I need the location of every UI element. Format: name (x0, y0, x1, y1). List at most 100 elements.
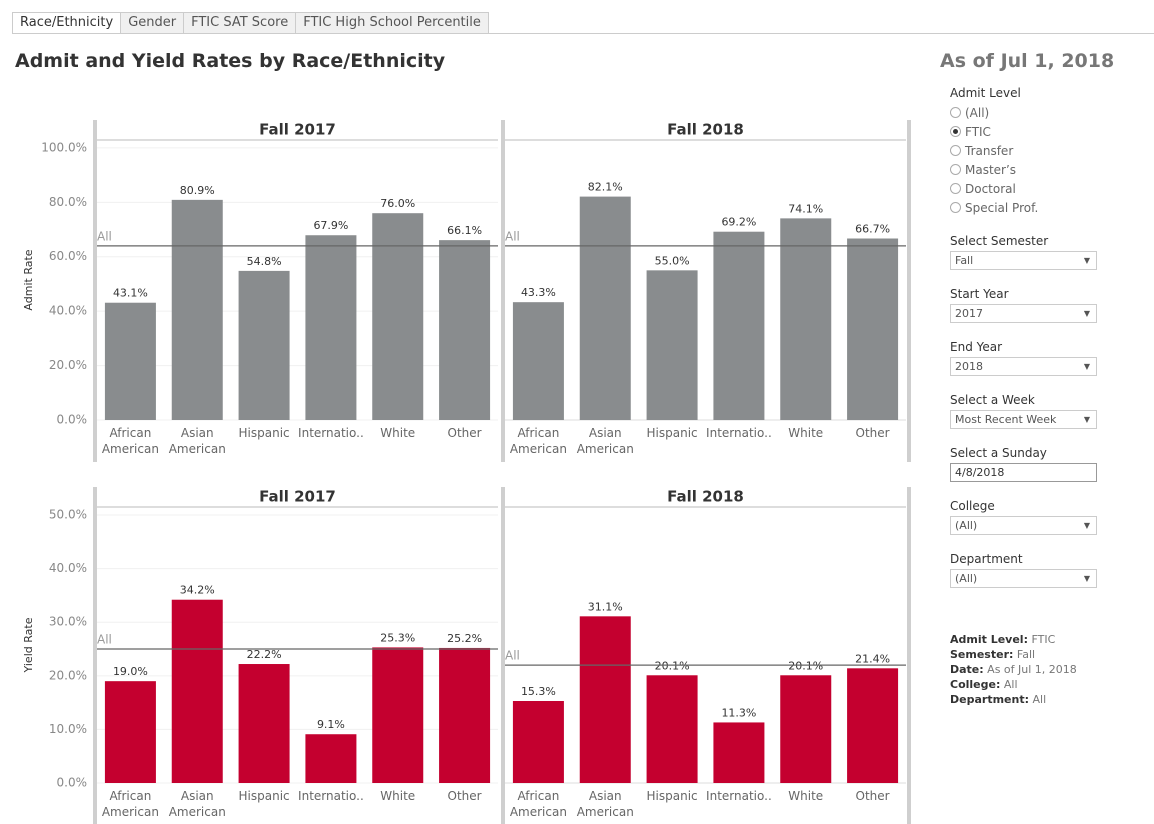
bar (439, 647, 491, 783)
dropdown-arrow[interactable]: ▼ (1083, 521, 1090, 530)
dropdown-arrow[interactable]: ▼ (1083, 415, 1090, 424)
filter-value: (All) (955, 572, 978, 585)
value-label: 74.1% (788, 202, 823, 215)
x-tick-label: African American (509, 789, 567, 819)
value-label: 25.3% (380, 631, 415, 644)
reference-label: All (505, 229, 520, 243)
filter-label: Select a Week (950, 393, 1035, 407)
value-label: 55.0% (655, 254, 690, 267)
radio-button[interactable] (950, 145, 961, 156)
bar (579, 196, 631, 420)
dropdown[interactable]: Most Recent Week ▼ (950, 410, 1097, 429)
dropdown[interactable]: 2017 ▼ (950, 304, 1097, 323)
bar (305, 734, 357, 783)
bar (780, 675, 832, 783)
tab[interactable]: Race/Ethnicity (12, 12, 122, 34)
value-label: 21.4% (855, 652, 890, 665)
value-label: 22.2% (247, 648, 282, 661)
filter: End Year 2018 ▼ (950, 340, 1097, 376)
radio-option[interactable]: Special Prof. (950, 198, 1097, 217)
radio-label: (All) (965, 105, 990, 120)
radio-button[interactable] (950, 164, 961, 175)
filter-value: 2018 (955, 360, 983, 373)
summary-label: College: (950, 678, 1001, 691)
filter-label: Admit Level (950, 86, 1021, 100)
bar (646, 675, 698, 783)
dropdown-arrow[interactable]: ▼ (1083, 309, 1090, 318)
y-tick-label: 40.0% (49, 561, 87, 575)
value-label: 11.3% (721, 706, 756, 719)
bar (104, 302, 156, 420)
value-label: 66.1% (447, 224, 482, 237)
dropdown-arrow[interactable]: ▼ (1083, 362, 1090, 371)
y-tick-label: 80.0% (49, 195, 87, 209)
dropdown[interactable]: (All) ▼ (950, 569, 1097, 588)
x-tick-label: Hispanic (238, 789, 290, 803)
value-label: 54.8% (247, 255, 282, 268)
reference-label: All (97, 633, 112, 647)
radio-option[interactable]: Doctoral (950, 179, 1097, 198)
radio-label: Doctoral (965, 181, 1016, 196)
value-label: 31.1% (588, 600, 623, 613)
radio-button[interactable] (950, 126, 961, 137)
x-tick-label: Other (447, 426, 482, 440)
radio-label: Transfer (965, 143, 1014, 158)
tab[interactable]: FTIC SAT Score (183, 12, 297, 34)
filter-value: 4/8/2018 (955, 466, 1005, 479)
panel-title: Fall 2017 (259, 121, 336, 139)
x-tick-label: Asian American (576, 789, 634, 819)
filter: Select a Week Most Recent Week ▼ (950, 393, 1097, 429)
dropdown[interactable]: Fall ▼ (950, 251, 1097, 270)
bar (512, 701, 564, 783)
dropdown-arrow[interactable]: ▼ (1083, 574, 1090, 583)
dropdown[interactable]: (All) ▼ (950, 516, 1097, 535)
x-tick-label: African American (509, 426, 567, 456)
x-tick-label: Asian American (576, 426, 634, 456)
x-tick-label: White (380, 789, 416, 803)
y-axis-label: Admit Rate (22, 249, 35, 310)
radio-option[interactable]: Transfer (950, 141, 1097, 160)
bar (171, 199, 223, 420)
filter-label: Start Year (950, 287, 1009, 301)
panel-separator (907, 120, 911, 462)
filter-label: Select Semester (950, 234, 1049, 248)
summary-line: Department: All (950, 692, 1077, 707)
x-tick-label: White (788, 789, 824, 803)
y-tick-label: 30.0% (49, 615, 87, 629)
text-input[interactable]: 4/8/2018 (950, 463, 1097, 482)
dropdown-arrow[interactable]: ▼ (1083, 256, 1090, 265)
filter-value: Most Recent Week (955, 413, 1057, 426)
radio-option[interactable]: (All) (950, 103, 1097, 122)
x-tick-label: Other (447, 789, 482, 803)
x-tick-label: Hispanic (646, 426, 698, 440)
filter: Select a Sunday 4/8/2018 (950, 446, 1097, 482)
x-tick-label: Internatio.. (298, 426, 364, 440)
summary-value: All (1032, 693, 1047, 706)
radio-button[interactable] (950, 183, 961, 194)
bar (238, 270, 290, 420)
summary-label: Department: (950, 693, 1029, 706)
radio-option[interactable]: FTIC (950, 122, 1097, 141)
y-tick-label: 40.0% (49, 304, 87, 318)
radio-option[interactable]: Master’s (950, 160, 1097, 179)
filter: College (All) ▼ (950, 499, 1097, 535)
summary-value: Fall (1016, 648, 1036, 661)
value-label: 69.2% (721, 216, 756, 229)
y-tick-label: 50.0% (49, 508, 87, 522)
panel-title: Fall 2017 (259, 488, 336, 506)
bar (646, 270, 698, 420)
filter-label: End Year (950, 340, 1003, 354)
y-axis-label: Yield Rate (22, 617, 35, 673)
radio-button[interactable] (950, 107, 961, 118)
x-tick-label: Hispanic (646, 789, 698, 803)
dropdown[interactable]: 2018 ▼ (950, 357, 1097, 376)
bar (512, 302, 564, 420)
panel-title: Fall 2018 (667, 488, 744, 506)
summary-value: FTIC (1031, 633, 1056, 646)
tab[interactable]: Gender (120, 12, 185, 34)
x-tick-label: White (380, 426, 416, 440)
y-tick-label: 20.0% (49, 668, 87, 682)
panel-separator (93, 487, 97, 824)
radio-button[interactable] (950, 202, 961, 213)
